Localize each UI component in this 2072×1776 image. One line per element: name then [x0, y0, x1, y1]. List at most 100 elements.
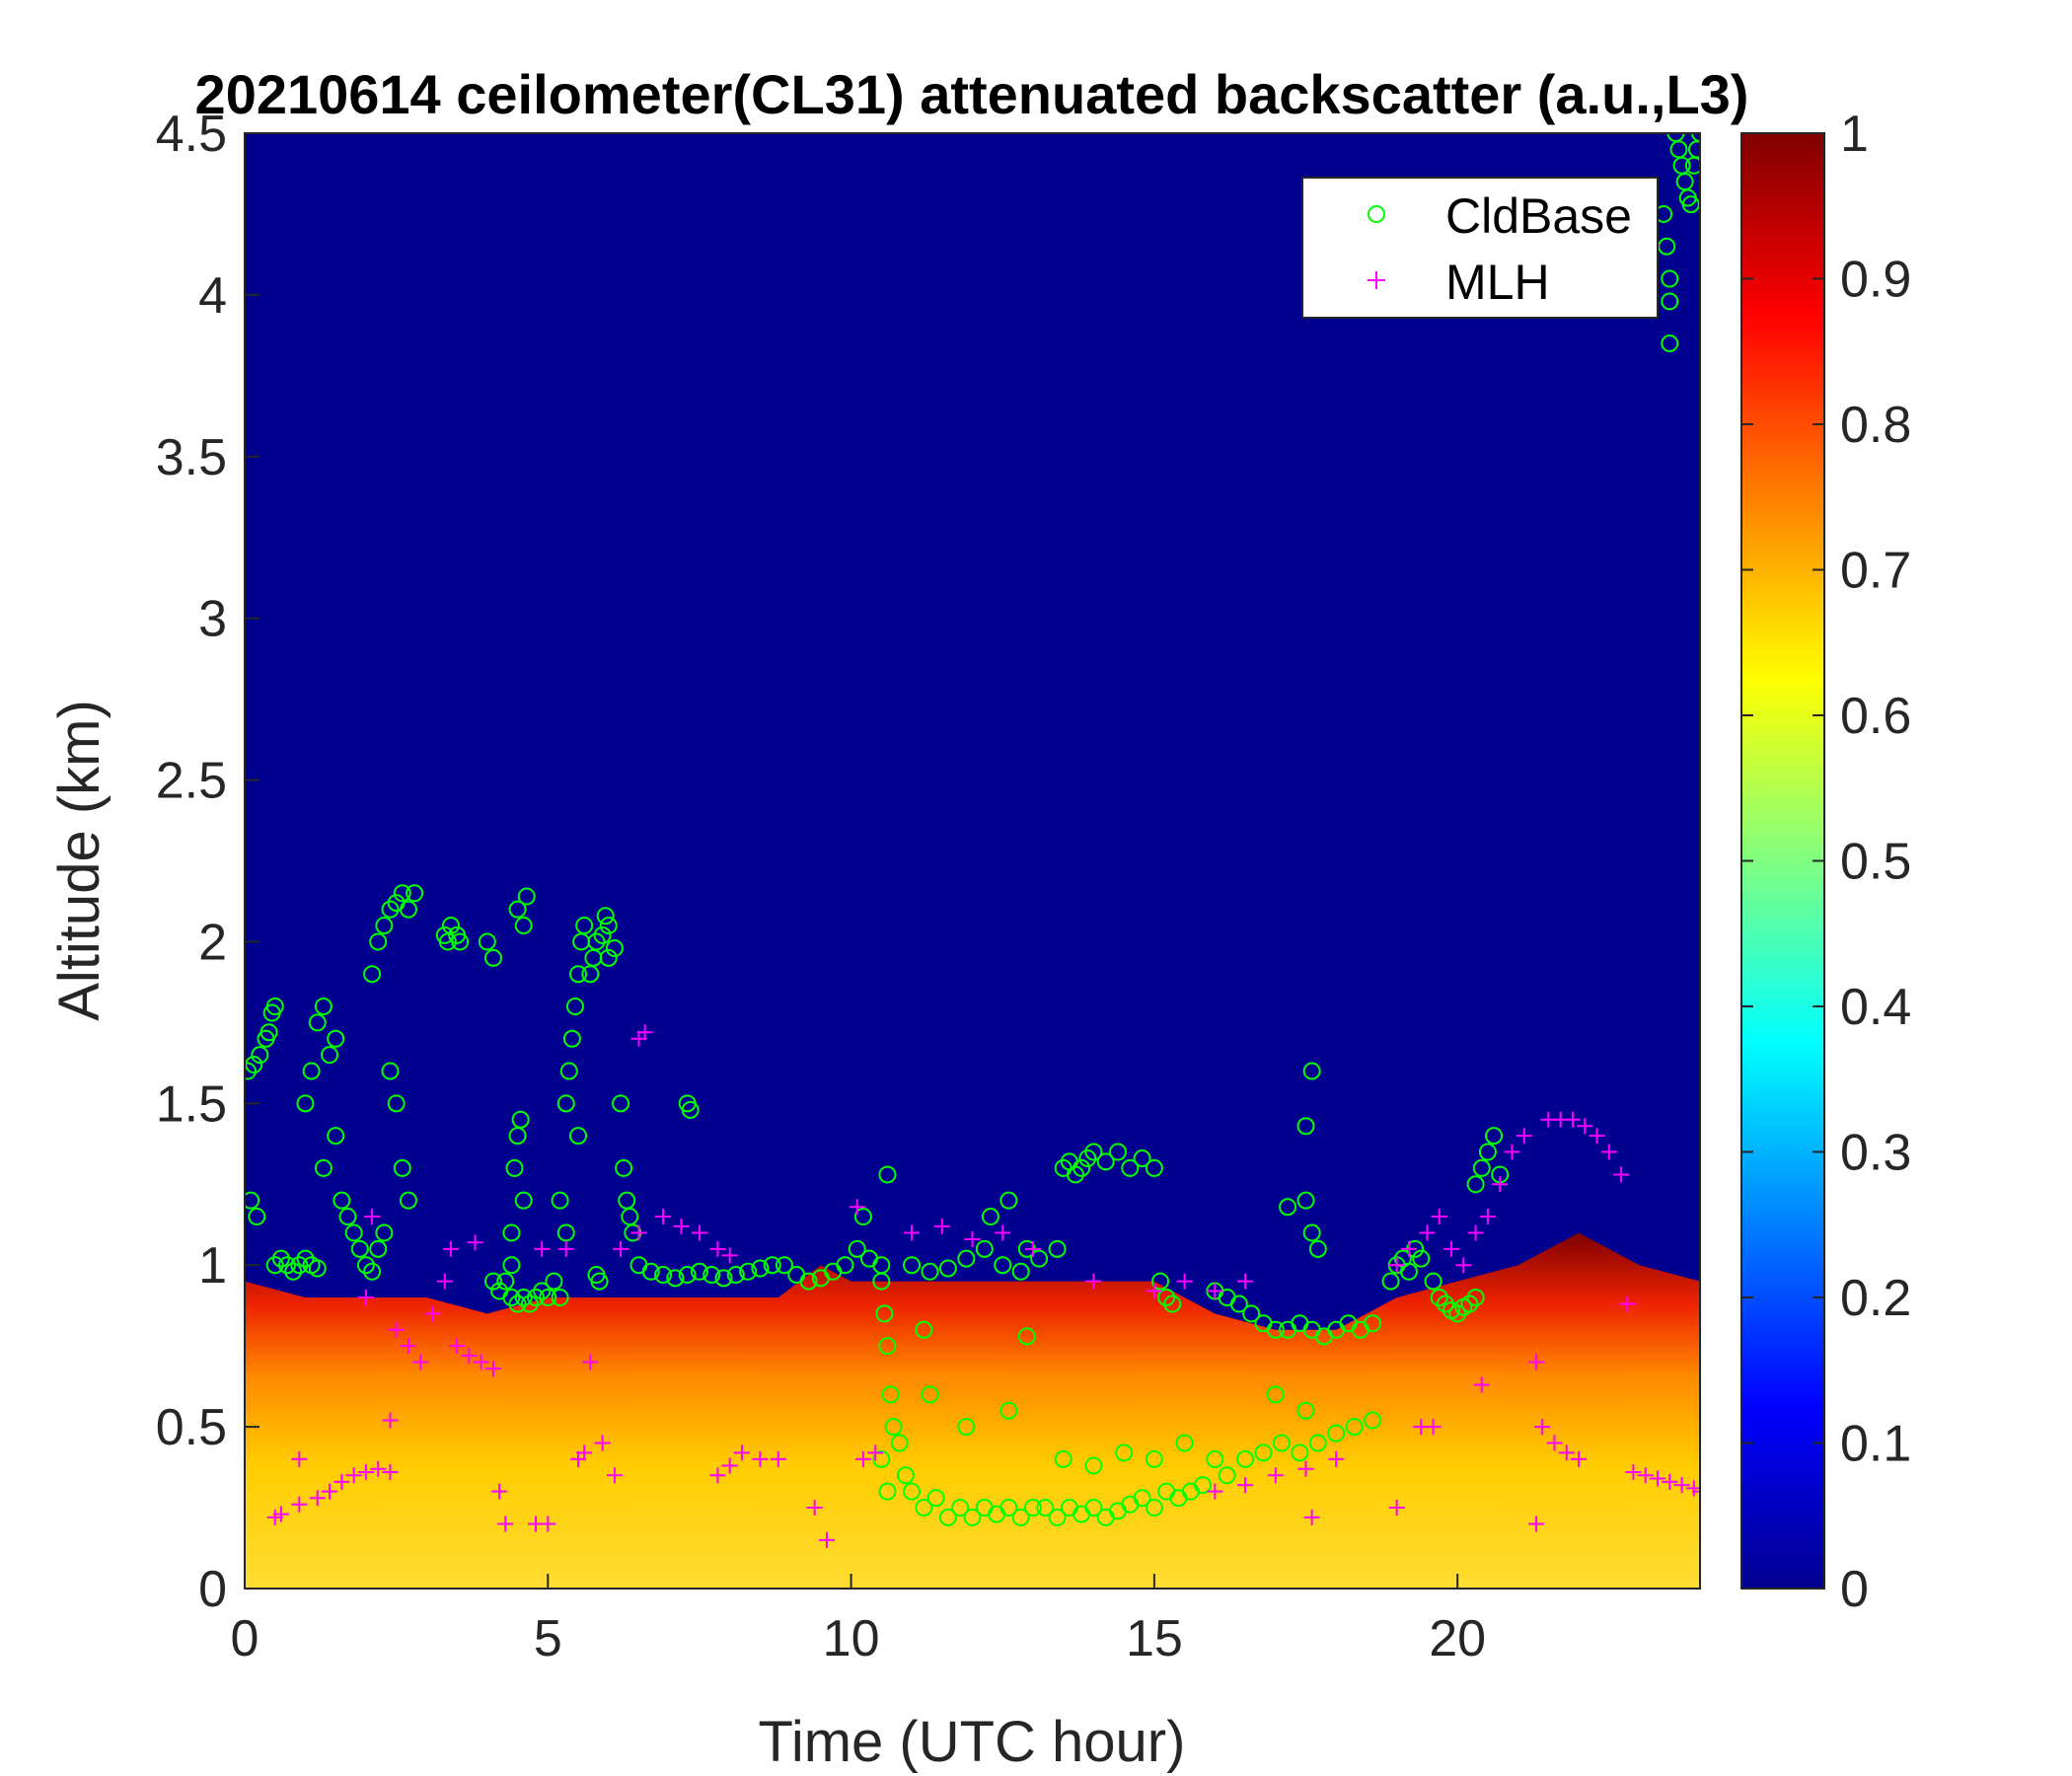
cldbase-point	[302, 1062, 321, 1080]
series-cldbase	[245, 133, 1700, 1526]
cldbase-point	[1030, 1249, 1049, 1268]
mlh-point	[1425, 1419, 1442, 1436]
mlh-point	[1455, 1257, 1472, 1274]
mlh-point	[1516, 1128, 1532, 1145]
cldbase-point	[951, 1499, 970, 1517]
cldbase-point	[999, 1401, 1018, 1420]
cldbase-point	[896, 1466, 915, 1485]
cldbase-point	[1466, 1175, 1485, 1194]
mlh-point	[1207, 1483, 1223, 1500]
cldbase-point	[1266, 1385, 1285, 1404]
cldbase-point	[399, 900, 417, 919]
plot-frame	[244, 132, 1701, 1590]
cldbase-point	[957, 1418, 976, 1437]
x-tick-label: 20	[1429, 1610, 1486, 1667]
cldbase-point	[1472, 1158, 1491, 1177]
legend: CldBase MLH	[1301, 177, 1659, 319]
cldbase-point	[296, 1094, 315, 1113]
cldbase-point	[363, 1262, 382, 1281]
cldbase-point	[551, 1191, 569, 1210]
mlh-point	[424, 1305, 441, 1322]
cldbase-point	[1017, 1327, 1036, 1346]
mlh-point	[1625, 1464, 1642, 1480]
cldbase-point	[511, 1110, 530, 1129]
cldbase-point	[884, 1418, 903, 1437]
cldbase-point	[278, 1256, 297, 1275]
cldbase-point	[1291, 1443, 1309, 1462]
cldbase-point	[1133, 1489, 1151, 1508]
cldbase-point	[1296, 1401, 1315, 1420]
cldbase-point	[1096, 1152, 1115, 1171]
mlh-point	[370, 1460, 387, 1477]
cldbase-point	[1460, 1295, 1479, 1313]
cldbase-point	[1218, 1466, 1236, 1485]
cldbase-point	[265, 998, 284, 1015]
mlh-point	[594, 1435, 611, 1451]
cldbase-point	[363, 965, 382, 984]
cldbase-point	[1661, 269, 1679, 288]
cldbase-point	[596, 907, 615, 925]
mlh-point	[1492, 1176, 1509, 1193]
cldbase-point	[714, 1269, 733, 1288]
mlh-point	[721, 1247, 738, 1264]
cldbase-point	[1078, 1149, 1097, 1168]
mlh-point	[613, 1240, 629, 1257]
cldbase-point	[853, 1208, 872, 1226]
cldbase-point	[872, 1449, 891, 1468]
cldbase-point	[593, 925, 612, 944]
cldbase-point	[1084, 1143, 1103, 1161]
cldbase-point	[514, 1191, 533, 1210]
cldbase-point	[1011, 1508, 1030, 1526]
cldbase-point	[915, 1499, 933, 1517]
cldbase-point	[565, 998, 584, 1015]
x-tick-label: 5	[534, 1610, 562, 1667]
cldbase-point	[545, 1272, 563, 1291]
y-tick-label: 1	[198, 1237, 227, 1295]
cldbase-point	[321, 1046, 339, 1065]
cldbase-point	[1478, 1143, 1497, 1161]
cldbase-point	[369, 932, 388, 951]
mlh-point	[1649, 1470, 1665, 1487]
cldbase-point	[1023, 1499, 1042, 1517]
y-tick-label: 0.5	[156, 1399, 227, 1456]
mlh-point	[442, 1240, 459, 1257]
cldbase-point	[327, 1127, 345, 1146]
mlh-point	[333, 1473, 350, 1490]
mlh-point	[630, 1224, 647, 1241]
cldbase-point	[1066, 1165, 1084, 1184]
colorbar-tick-label: 0.7	[1840, 543, 1911, 600]
cldbase-point	[1448, 1304, 1467, 1323]
y-tick-label: 4.5	[156, 106, 227, 163]
cldbase-point	[308, 1013, 327, 1032]
cldbase-point	[265, 1256, 284, 1275]
mlh-point	[904, 1224, 921, 1241]
colorbar-tick-label: 0.8	[1840, 397, 1911, 454]
mlh-point	[1303, 1509, 1320, 1525]
x-tick-label: 10	[823, 1610, 880, 1667]
mlh-point	[497, 1516, 514, 1532]
cldbase-point	[496, 1272, 515, 1291]
cldbase-point	[1661, 334, 1679, 353]
y-tick-label: 4	[198, 267, 227, 325]
y-tick-label: 3.5	[156, 429, 227, 486]
cldbase-point	[848, 1239, 866, 1258]
mlh-point	[291, 1496, 308, 1513]
cldbase-point	[1048, 1239, 1067, 1258]
cldbase-point	[921, 1262, 939, 1281]
colorbar-ticks: 0 0.1 0.2 0.3 0.4 0.5 0.6 0.7 0.8 0.9 1	[1741, 106, 1911, 1618]
cldbase-point	[999, 1499, 1018, 1517]
mlh-point	[449, 1338, 466, 1355]
cldbase-point	[381, 900, 400, 919]
cldbase-point	[344, 1223, 363, 1242]
mlh-point	[1613, 1166, 1630, 1183]
chart-title: 20210614 ceilometer(CL31) attenuated bac…	[195, 63, 1749, 125]
cldbase-point	[1658, 237, 1676, 256]
cldbase-point	[314, 998, 333, 1015]
mlh-point	[1534, 1419, 1551, 1436]
cldbase-point	[245, 1056, 263, 1073]
cldbase-point	[1109, 1143, 1127, 1161]
cldbase-point	[875, 1304, 894, 1323]
cldbase-point	[1466, 1289, 1485, 1306]
cldbase-point	[1308, 1239, 1327, 1258]
mlh-point	[1692, 1483, 1700, 1500]
